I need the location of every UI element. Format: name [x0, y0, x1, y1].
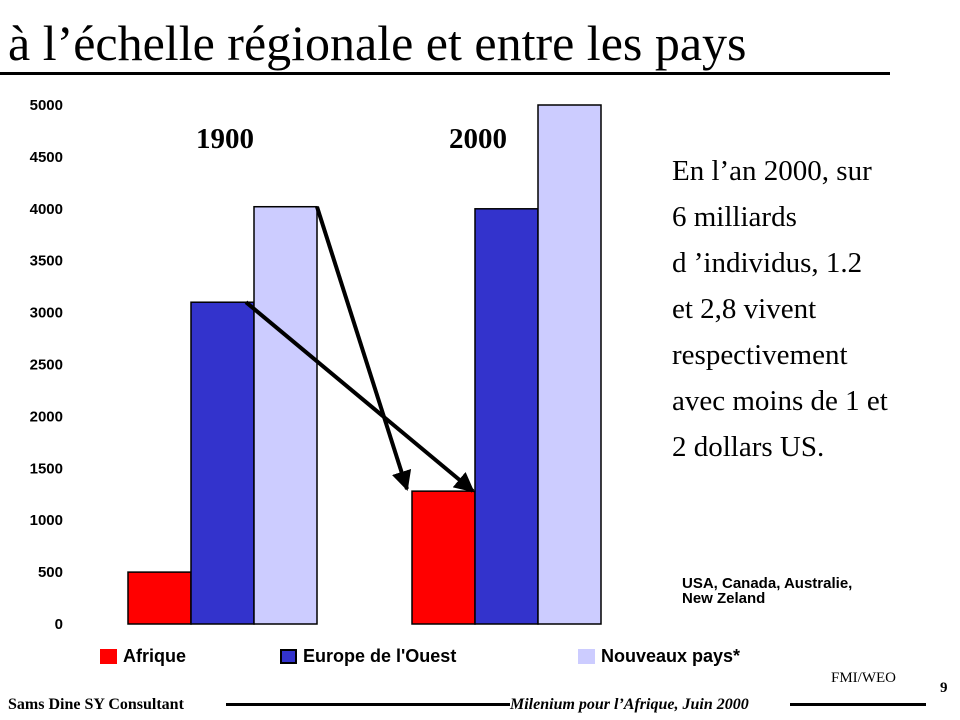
- footer-author: Sams Dine SY Consultant: [8, 696, 184, 713]
- note-line: 6 milliards: [672, 201, 797, 233]
- bars: [127, 104, 602, 625]
- legend-label: Europe de l'Ouest: [303, 646, 457, 666]
- note-line: 2 dollars US.: [672, 431, 825, 463]
- legend-label: Afrique: [123, 646, 186, 666]
- annotation-arrows: [244, 206, 475, 493]
- note-line: respectivement: [672, 339, 848, 371]
- y-tick-label: 2500: [30, 357, 63, 374]
- bar: [190, 301, 255, 625]
- legend-swatch: [578, 649, 595, 664]
- legend-item: Nouveaux pays*: [578, 646, 740, 667]
- bar: [411, 490, 476, 625]
- source-label: FMI/WEO: [831, 670, 896, 686]
- title-underline: [0, 72, 890, 75]
- note-line: avec moins de 1 et: [672, 385, 888, 417]
- category-label: 1900: [196, 123, 254, 155]
- footnote: USA, Canada, Australie, New Zeland: [682, 576, 902, 606]
- y-tick-label: 4000: [30, 201, 63, 218]
- category-labels: 1900 2000: [196, 123, 507, 155]
- legend-item: Afrique: [100, 646, 186, 667]
- footnote-line: New Zeland: [682, 590, 766, 607]
- footer-rule-right: [790, 703, 926, 706]
- bar: [537, 104, 602, 625]
- y-tick-label: 500: [38, 564, 63, 581]
- footer-event: Milenium pour l’Afrique, Juin 2000: [510, 696, 749, 713]
- bar: [253, 205, 318, 625]
- footnote-line: USA, Canada, Australie,: [682, 575, 853, 592]
- slide-title: à l’échelle régionale et entre les pays: [8, 15, 747, 71]
- footer-rule-left: [226, 703, 510, 706]
- y-tick-label: 2000: [30, 408, 63, 425]
- note-line: et 2,8 vivent: [672, 293, 817, 325]
- note-text: En l’an 2000, sur 6 milliards d ’individus…: [672, 148, 952, 470]
- y-tick-label: 5000: [30, 97, 63, 114]
- annotation-arrow: [315, 206, 412, 492]
- legend: Afrique Europe de l'Ouest Nouveaux pays*: [100, 646, 800, 670]
- note-line: En l’an 2000, sur: [672, 155, 872, 187]
- y-tick-label: 4500: [30, 149, 63, 166]
- y-tick-label: 3000: [30, 305, 63, 322]
- y-tick-label: 3500: [30, 253, 63, 270]
- y-tick-label: 1000: [30, 512, 63, 529]
- y-tick-label: 1500: [30, 460, 63, 477]
- annotation-arrow: [244, 300, 475, 493]
- legend-swatch: [100, 649, 117, 664]
- legend-swatch: [280, 649, 297, 664]
- legend-label: Nouveaux pays*: [601, 646, 741, 666]
- legend-item: Europe de l'Ouest: [280, 646, 456, 667]
- page-number: 9: [940, 680, 948, 696]
- category-label: 2000: [449, 123, 507, 155]
- note-line: d ’individus, 1.2: [672, 247, 863, 279]
- bar: [127, 571, 192, 625]
- bar: [474, 208, 539, 625]
- y-tick-label: 0: [55, 616, 63, 633]
